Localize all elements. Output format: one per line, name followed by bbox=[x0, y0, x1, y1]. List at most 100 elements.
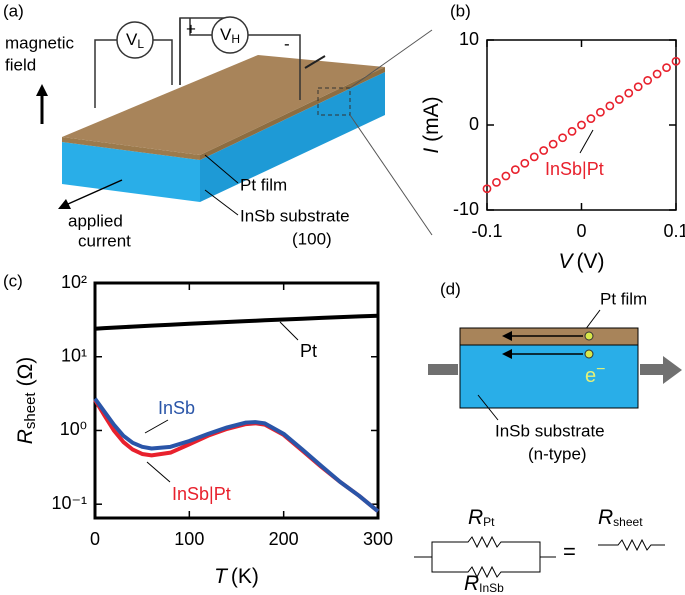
x-axis-label: V (V) bbox=[558, 250, 604, 273]
data-point bbox=[539, 146, 549, 155]
current-label: applied bbox=[68, 211, 123, 230]
vl-label: VL bbox=[126, 30, 144, 51]
series-label: InSb bbox=[158, 398, 195, 418]
axis-sub: sheet bbox=[22, 392, 39, 430]
annotation-leader bbox=[279, 321, 299, 341]
series-line bbox=[93, 397, 380, 513]
voltmeter bbox=[116, 21, 154, 59]
y-tick-label: 10⁰ bbox=[60, 419, 87, 439]
current-arrow bbox=[67, 179, 123, 205]
r-insb-label: RInSb bbox=[464, 572, 504, 595]
field-label: magnetic bbox=[5, 33, 74, 52]
axis-var: V bbox=[558, 250, 574, 273]
series-label: InSb|Pt bbox=[172, 484, 231, 504]
axis-unit: (K) bbox=[231, 565, 259, 588]
data-point bbox=[510, 165, 520, 175]
y-tick-label: 10⁻¹ bbox=[51, 493, 87, 513]
axis-var: R bbox=[14, 429, 37, 444]
lead bbox=[428, 364, 458, 375]
axis-unit: (mA) bbox=[420, 96, 443, 142]
arrow-head bbox=[58, 199, 71, 209]
annotation-leader bbox=[579, 129, 594, 154]
x-tick-label: 0.1 bbox=[663, 221, 685, 241]
minus: - bbox=[284, 34, 290, 53]
data-point bbox=[492, 177, 501, 187]
arrow-head bbox=[502, 349, 512, 359]
equals: = bbox=[563, 539, 576, 564]
chart: (c) 10⁻¹ 10⁰ 10¹ 10² 0 100 200 300 T (K) Rsheet (Ω) P… bbox=[3, 271, 393, 587]
zoom-line bbox=[349, 29, 433, 89]
x-tick-label: 100 bbox=[174, 529, 204, 549]
data-point bbox=[548, 139, 558, 149]
film-edge bbox=[62, 137, 200, 160]
voltmeter bbox=[211, 16, 249, 54]
axis-var: I bbox=[420, 148, 443, 154]
series-line bbox=[93, 398, 380, 513]
zoom-line bbox=[349, 114, 433, 236]
arrow-head bbox=[36, 84, 48, 96]
type-label: (n-type) bbox=[528, 444, 587, 463]
y-tick-label: 0 bbox=[469, 114, 479, 134]
leader bbox=[204, 154, 239, 184]
panel-label: (a) bbox=[3, 1, 24, 20]
x-tick-label: 200 bbox=[269, 529, 299, 549]
data-point bbox=[520, 158, 530, 168]
film-top bbox=[62, 55, 385, 155]
x-tick-label: -0.1 bbox=[471, 221, 502, 241]
substrate-label: InSb substrate bbox=[495, 421, 605, 440]
y-tick-label: -10 bbox=[453, 199, 479, 219]
current-label: current bbox=[78, 231, 131, 250]
substrate-label: InSb substrate bbox=[240, 206, 350, 225]
side-face bbox=[200, 72, 385, 202]
leader bbox=[477, 394, 499, 421]
data-point bbox=[671, 56, 681, 66]
data-point bbox=[558, 133, 567, 143]
y-axis-label: Rsheet (Ω) bbox=[14, 357, 39, 445]
electron-label: e− bbox=[585, 361, 605, 387]
data-point bbox=[596, 107, 605, 117]
axis-unit: (Ω) bbox=[14, 357, 37, 387]
circuit bbox=[414, 535, 665, 579]
data-point bbox=[567, 126, 577, 136]
field-label: field bbox=[5, 55, 36, 74]
annotation-leader bbox=[144, 419, 169, 434]
data-point bbox=[614, 95, 624, 104]
panel-a: (a) VL VH + - magnetic field applied cur… bbox=[3, 1, 433, 250]
x-axis-label: T (K) bbox=[214, 565, 259, 588]
y-axis-label: I (mA) bbox=[420, 96, 443, 153]
plus: + bbox=[186, 19, 196, 38]
insb-layer bbox=[459, 344, 639, 409]
y-tick-label: 10² bbox=[61, 272, 87, 292]
panel-label: (b) bbox=[450, 1, 471, 20]
chart: (b) -10 0 10 -0.1 0 0.1 V (V) I (mA) InSb|Pt bbox=[420, 1, 685, 272]
panel-label: (d) bbox=[440, 279, 461, 298]
electron bbox=[584, 331, 594, 341]
axis-unit: (V) bbox=[577, 250, 605, 273]
data-point bbox=[529, 152, 539, 162]
y-tick-label: 10¹ bbox=[61, 345, 87, 365]
annotation-leader bbox=[146, 461, 171, 483]
data-point bbox=[624, 88, 634, 98]
current-arrow bbox=[663, 356, 682, 384]
series-line bbox=[94, 313, 379, 331]
axis-var: T bbox=[214, 565, 229, 588]
r-sheet-label: Rsheet bbox=[598, 506, 643, 530]
vh-label: VH bbox=[220, 25, 240, 46]
r-pt-label: RPt bbox=[468, 506, 495, 530]
electron bbox=[584, 349, 594, 359]
series-label: Pt bbox=[300, 341, 317, 361]
leader bbox=[204, 189, 239, 216]
contact bbox=[304, 55, 326, 69]
zoom-box bbox=[317, 87, 351, 116]
data-point bbox=[633, 82, 643, 92]
data-point bbox=[586, 114, 596, 124]
orientation-label: (100) bbox=[292, 229, 332, 248]
front-face bbox=[62, 142, 200, 202]
data-point bbox=[482, 184, 492, 194]
data-point bbox=[662, 63, 671, 73]
pt-label: Pt film bbox=[600, 289, 647, 308]
data-point bbox=[605, 101, 615, 111]
panel-d: (d) Pt film e− InSb substrate (n-type) R… bbox=[414, 279, 682, 595]
data-point bbox=[577, 120, 586, 130]
